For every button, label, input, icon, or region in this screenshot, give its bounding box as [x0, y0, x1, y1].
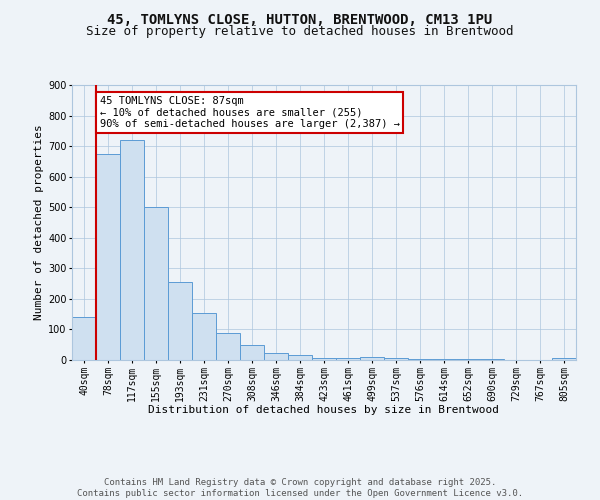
- Text: 45 TOMLYNS CLOSE: 87sqm
← 10% of detached houses are smaller (255)
90% of semi-d: 45 TOMLYNS CLOSE: 87sqm ← 10% of detache…: [100, 96, 400, 129]
- Text: 45, TOMLYNS CLOSE, HUTTON, BRENTWOOD, CM13 1PU: 45, TOMLYNS CLOSE, HUTTON, BRENTWOOD, CM…: [107, 12, 493, 26]
- Bar: [264, 354, 288, 360]
- Bar: [216, 332, 240, 360]
- Bar: [432, 359, 456, 360]
- Bar: [336, 358, 360, 360]
- Bar: [120, 140, 144, 360]
- X-axis label: Distribution of detached houses by size in Brentwood: Distribution of detached houses by size …: [149, 405, 499, 415]
- Bar: [72, 317, 96, 360]
- Bar: [168, 282, 192, 360]
- Text: Size of property relative to detached houses in Brentwood: Size of property relative to detached ho…: [86, 25, 514, 38]
- Bar: [192, 312, 216, 360]
- Bar: [96, 154, 120, 360]
- Bar: [552, 358, 576, 360]
- Y-axis label: Number of detached properties: Number of detached properties: [34, 124, 44, 320]
- Bar: [240, 344, 264, 360]
- Bar: [360, 357, 384, 360]
- Bar: [384, 358, 408, 360]
- Bar: [408, 359, 432, 360]
- Bar: [144, 207, 168, 360]
- Bar: [288, 354, 312, 360]
- Bar: [312, 358, 336, 360]
- Text: Contains HM Land Registry data © Crown copyright and database right 2025.
Contai: Contains HM Land Registry data © Crown c…: [77, 478, 523, 498]
